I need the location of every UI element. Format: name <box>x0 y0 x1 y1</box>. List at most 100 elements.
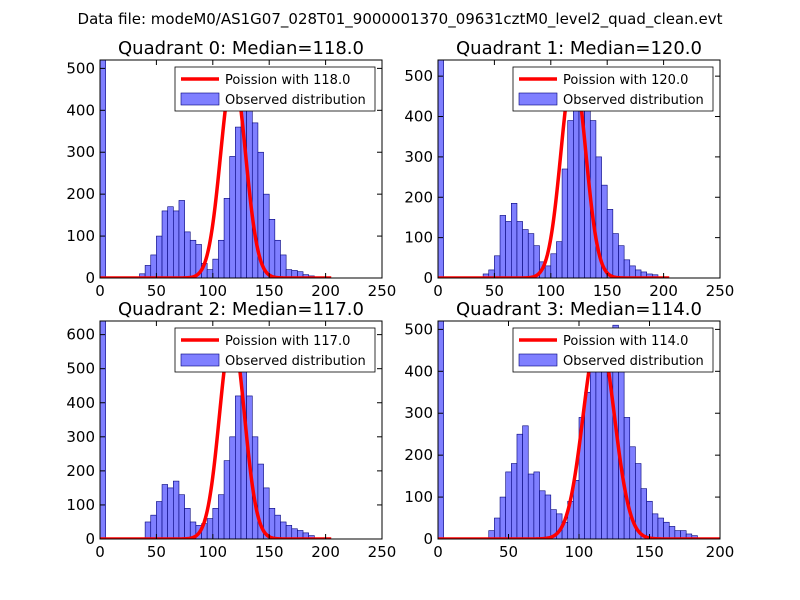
histogram-bar <box>184 508 191 539</box>
y-tick-label: 100 <box>404 229 433 247</box>
x-tick-label: 200 <box>649 282 678 300</box>
histogram-bar <box>280 254 287 278</box>
legend-hist-swatch <box>180 92 220 106</box>
histogram-bar <box>511 463 518 539</box>
histogram-bar <box>223 198 231 278</box>
histogram-bar <box>499 496 506 539</box>
histogram-bar <box>100 321 106 539</box>
y-tick-label: 200 <box>404 188 433 206</box>
quadrant-3-plot-area <box>438 321 720 539</box>
quadrant-2-plot-area <box>100 321 333 539</box>
histogram-bar <box>516 433 523 539</box>
x-tick-label: 200 <box>311 282 340 300</box>
x-tick-label: 200 <box>706 543 735 561</box>
x-tick-label: 150 <box>635 543 664 561</box>
histogram-bar <box>567 120 574 278</box>
x-tick-label: 250 <box>368 282 397 300</box>
y-tick-label: 0 <box>85 269 95 287</box>
histogram-bar <box>280 521 287 539</box>
x-tick-label: 150 <box>255 543 284 561</box>
y-tick-label: 200 <box>66 185 95 203</box>
histogram-bar <box>268 508 276 539</box>
x-tick-label: 250 <box>368 543 397 561</box>
quadrant-2-axes-frame <box>99 320 383 540</box>
histogram-bar <box>212 258 219 278</box>
quadrant-1-chart: 0 50 100 150 200 250 0 100 200 300 400 500 Quadrant … <box>404 38 734 300</box>
histogram-bar <box>274 514 281 539</box>
histogram-bar <box>527 473 535 539</box>
x-tick-label: 100 <box>198 282 227 300</box>
y-tick-label: 200 <box>404 446 433 464</box>
x-tick-label: 100 <box>565 543 594 561</box>
x-tick-label: 50 <box>485 282 504 300</box>
histogram-bar <box>263 193 270 278</box>
quadrant-2-title: Quadrant 2: Median=117.0 <box>118 299 364 320</box>
histogram-bar <box>161 210 168 278</box>
x-tick-label: 150 <box>593 282 622 300</box>
quadrant-2-legend: Poission with 117.0 Observed distribution <box>174 327 376 373</box>
y-tick-label: 300 <box>404 404 433 422</box>
y-tick-label: 0 <box>85 530 95 548</box>
legend-poisson-label: Poission with 118.0 <box>225 73 350 88</box>
y-tick-label: 0 <box>423 530 433 548</box>
x-tick-label: 250 <box>706 282 735 300</box>
y-tick-label: 200 <box>66 462 95 480</box>
quadrant-1-legend: Poission with 120.0 Observed distribution <box>512 66 714 112</box>
quadrant-panels: 0 50 100 150 200 2500100200300400500Quadrant … <box>66 38 734 561</box>
y-tick-label: 0 <box>423 269 433 287</box>
histogram-bar <box>235 126 242 278</box>
y-tick-label: 500 <box>66 360 95 378</box>
histogram-bar <box>251 122 259 278</box>
histogram-bar <box>173 210 180 278</box>
histogram-bar <box>561 168 569 278</box>
x-tick-label: 0 <box>95 282 105 300</box>
legend-hist-label: Observed distribution <box>225 93 366 108</box>
histogram-bar <box>189 239 197 278</box>
histogram-bar <box>606 209 614 278</box>
x-tick-label: 100 <box>198 543 227 561</box>
histogram-bar <box>206 518 214 539</box>
histogram-bar <box>646 500 653 539</box>
histogram-bar <box>438 321 444 539</box>
x-tick-label: 100 <box>536 282 565 300</box>
histogram-bar <box>511 203 518 278</box>
y-tick-label: 500 <box>66 59 95 77</box>
histogram-bar <box>573 100 580 278</box>
legend-hist-label: Observed distribution <box>563 93 704 108</box>
histogram-bar <box>229 436 236 539</box>
histogram-bar <box>663 521 670 539</box>
x-tick-label: 0 <box>95 543 105 561</box>
y-tick-label: 500 <box>404 67 433 85</box>
histogram-bar <box>657 517 664 539</box>
histogram-bar <box>629 265 636 278</box>
histogram-bar <box>494 255 501 278</box>
histogram-bar <box>612 233 619 278</box>
histogram-bar <box>516 221 523 278</box>
x-tick-label: 50 <box>147 282 166 300</box>
y-tick-label: 500 <box>404 320 433 338</box>
x-tick-label: 50 <box>499 543 518 561</box>
y-tick-label: 300 <box>404 148 433 166</box>
histogram-bar <box>167 206 174 278</box>
quadrant-3-chart: 0 50 100 150 200 0 100 200 300 400 500 Quadrant 3: … <box>404 299 734 561</box>
histogram-bar <box>274 239 281 278</box>
histogram-bar <box>144 265 152 278</box>
histogram-bar <box>178 200 185 278</box>
y-tick-label: 100 <box>66 496 95 514</box>
y-tick-label: 400 <box>66 101 95 119</box>
x-tick-label: 50 <box>147 543 166 561</box>
histogram-bar <box>589 371 597 539</box>
quadrant-0-title: Quadrant 0: Median=118.0 <box>118 38 364 59</box>
histogram-bar <box>522 425 529 539</box>
poisson-curve <box>438 331 720 539</box>
legend-hist-swatch <box>518 353 558 367</box>
histogram-bar <box>144 521 152 539</box>
histogram-bar <box>178 494 185 539</box>
histogram-bar <box>539 490 546 539</box>
histogram-bar <box>640 488 647 539</box>
y-tick-label: 400 <box>66 394 95 412</box>
x-tick-label: 0 <box>433 543 443 561</box>
histogram-bar <box>505 471 512 539</box>
quadrant-3-title: Quadrant 3: Median=114.0 <box>456 299 702 320</box>
